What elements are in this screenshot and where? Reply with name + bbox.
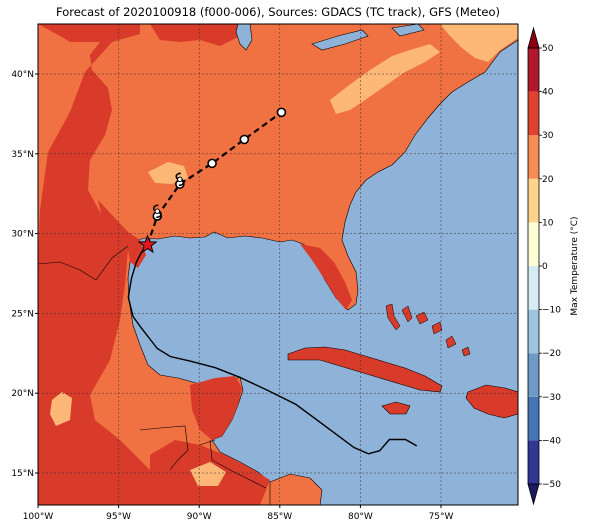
colorbar-label: Max Temperature (°C) [570,216,580,315]
lon-tick-label: 75°W [429,512,454,522]
map-gridlines [38,24,518,505]
colorbar-tick-label: 10 [542,218,554,228]
storm-track-observed [127,244,418,455]
storm-center [177,176,183,183]
cool-zone-appalachians [330,44,440,114]
colorbar-tick-label: 20 [542,175,554,185]
land-jamaica [381,401,411,415]
storm-symbols [152,172,185,219]
lon-tick-label: 90°W [187,512,212,522]
colorbar-segment [528,353,539,397]
map-plot-area [38,24,518,505]
colorbar-segment [528,396,539,441]
cool-zone-northeast [440,24,518,62]
colorbar-segment [528,309,539,354]
lake-erie [311,29,369,51]
colorbar-under-arrow [527,483,540,506]
landfall-star-icon [137,234,158,254]
colorbar-segment [528,178,539,223]
land-central-america-south [269,473,323,505]
colorbar-tick-label: 50 [542,44,554,54]
colorbar-tick-label: −50 [542,480,561,490]
colorbar-tick-label: 40 [542,88,554,98]
lat-tick-label: 15°N [11,469,34,479]
colorbar-tick-label: −10 [542,306,561,316]
forecast-point [276,107,287,118]
lat-tick-label: 35°N [11,150,34,160]
lat-tick-label: 25°N [11,309,34,319]
latitude-ticks: 15°N 20°N 25°N 30°N 35°N 40°N [11,70,38,479]
colorbar-over-arrow [527,26,540,49]
cool-zone-mexico-highland [50,392,72,426]
warm-zone-florida [300,244,352,310]
warm-zone-lakes [150,24,250,46]
forecast-point [207,158,217,169]
lat-tick-label: 40°N [11,70,34,80]
lake-michigan [235,24,253,51]
colorbar: 50 40 30 20 10 0 −10 −20 −30 −40 −50 Max Temperatur… [527,26,580,506]
lat-tick-label: 20°N [11,389,34,399]
longitude-ticks: 100°W 95°W 90°W 85°W 80°W 75°W [23,505,454,522]
forecast-point [239,134,250,145]
colorbar-tick-label: −20 [542,349,561,359]
warm-zone-yucatan [190,376,242,440]
country-borders [38,245,267,489]
land-north-america [38,24,518,505]
colorbar-segment [528,266,539,310]
warm-zone-mexico [38,24,150,505]
lon-tick-label: 95°W [106,512,131,522]
colorbar-segment [528,135,539,179]
colorbar-tick-label: 0 [542,262,548,272]
map-title: Forecast of 2020100918 (f000-006), Sourc… [56,5,500,19]
map-frame [37,23,519,506]
storm-center [154,208,160,214]
colorbar-tick-label: 30 [542,131,554,141]
colorbar-tick-label: −40 [542,436,561,446]
colorbar-tick-label: −30 [542,393,561,403]
colorbar-segment [528,440,539,484]
warm-zone-texas-coast [98,200,146,268]
colorbar-segment [528,222,539,266]
lake-ontario [391,24,425,37]
lat-tick-label: 30°N [11,230,34,240]
storm-track-forecast [146,111,283,246]
colorbar-segment [528,91,539,136]
land-bahamas [385,303,471,357]
colorbar-segment [528,48,539,92]
land-cuba [287,346,443,393]
lon-tick-label: 100°W [23,512,54,522]
lon-tick-label: 80°W [348,512,373,522]
lon-tick-label: 85°W [267,512,292,522]
